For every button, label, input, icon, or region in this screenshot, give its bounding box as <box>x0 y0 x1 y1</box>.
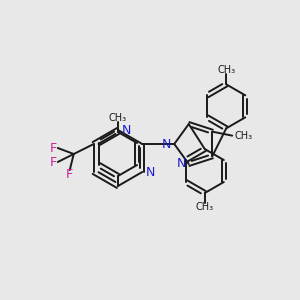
Text: CH₃: CH₃ <box>196 202 214 212</box>
Text: N: N <box>122 124 131 136</box>
Text: CH₃: CH₃ <box>217 65 235 75</box>
Text: N: N <box>162 137 171 151</box>
Text: N: N <box>146 166 156 178</box>
Text: F: F <box>50 155 57 169</box>
Text: CH₃: CH₃ <box>109 113 127 123</box>
Text: F: F <box>66 169 73 182</box>
Text: F: F <box>50 142 57 154</box>
Text: N: N <box>176 158 186 170</box>
Text: CH₃: CH₃ <box>234 131 252 141</box>
